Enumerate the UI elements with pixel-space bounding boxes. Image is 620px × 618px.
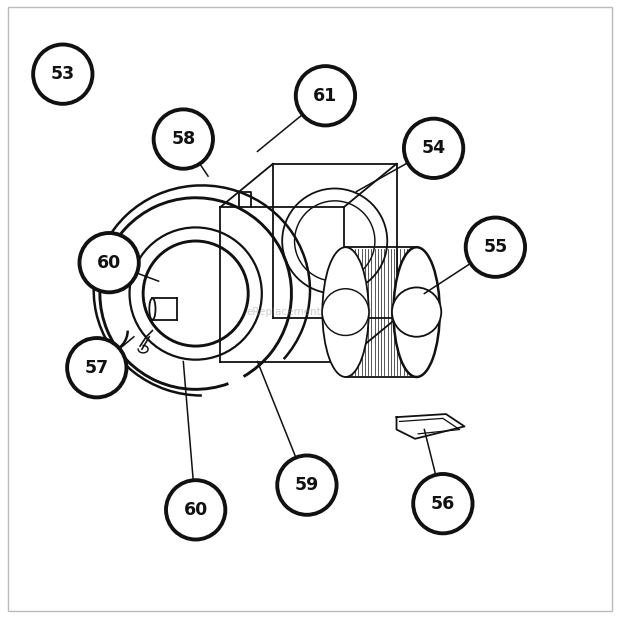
Circle shape bbox=[466, 218, 525, 277]
Text: 61: 61 bbox=[313, 87, 337, 105]
Text: 58: 58 bbox=[171, 130, 195, 148]
Text: 54: 54 bbox=[422, 139, 446, 158]
Ellipse shape bbox=[322, 247, 369, 377]
Text: 60: 60 bbox=[97, 253, 122, 272]
Circle shape bbox=[392, 287, 441, 337]
Text: 59: 59 bbox=[294, 476, 319, 494]
Circle shape bbox=[404, 119, 463, 178]
Circle shape bbox=[33, 44, 92, 104]
Text: 55: 55 bbox=[483, 238, 508, 256]
Text: 57: 57 bbox=[85, 358, 109, 377]
Ellipse shape bbox=[394, 247, 440, 377]
Circle shape bbox=[277, 455, 337, 515]
Circle shape bbox=[154, 109, 213, 169]
Text: 53: 53 bbox=[51, 65, 75, 83]
Text: 56: 56 bbox=[431, 494, 455, 513]
Circle shape bbox=[296, 66, 355, 125]
Circle shape bbox=[413, 474, 472, 533]
Circle shape bbox=[67, 338, 126, 397]
Text: eReplacementParts.com: eReplacementParts.com bbox=[247, 307, 373, 317]
Text: 60: 60 bbox=[184, 501, 208, 519]
Circle shape bbox=[79, 233, 139, 292]
Circle shape bbox=[166, 480, 225, 540]
Circle shape bbox=[322, 289, 369, 336]
